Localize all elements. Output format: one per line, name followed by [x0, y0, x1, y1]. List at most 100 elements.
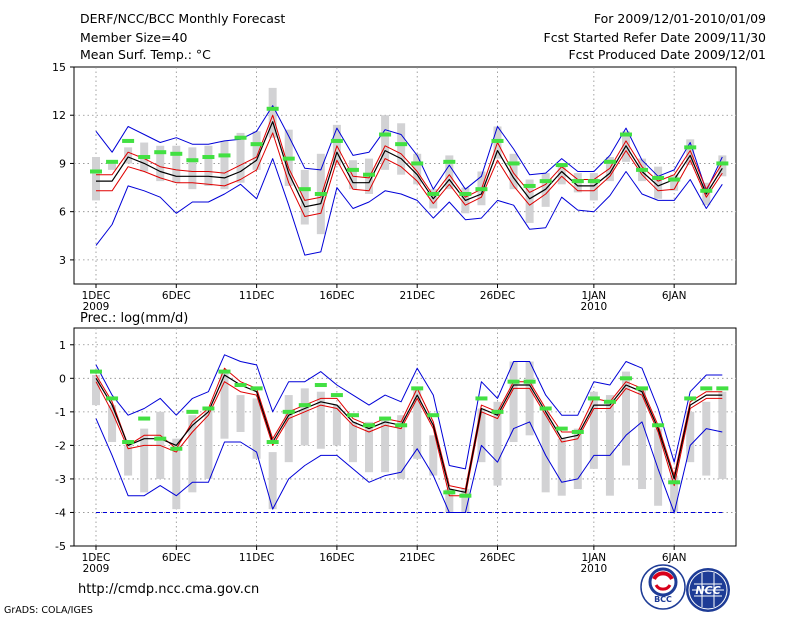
percentile-bar	[686, 411, 695, 463]
lower-envelope-line	[95, 418, 723, 513]
x-tick-year: 2009	[83, 563, 110, 575]
observed-marker	[363, 423, 376, 428]
ensemble-mean-line	[95, 374, 723, 493]
percentile-bar	[573, 428, 582, 489]
percentile-bar	[654, 428, 663, 506]
observed-marker	[234, 135, 247, 140]
percentile-bar	[397, 415, 406, 479]
observed-marker	[411, 386, 424, 391]
bcc-logo-text: BCC	[654, 595, 672, 604]
percentile-bar	[124, 147, 133, 164]
percentile-bar	[92, 157, 100, 201]
percentile-bar	[381, 115, 390, 170]
observed-marker	[314, 191, 327, 196]
observed-marker	[122, 440, 135, 445]
x-tick-label: 16DEC	[319, 290, 354, 302]
observed-marker	[106, 159, 119, 164]
ncc-logo-text: NCC	[695, 584, 720, 597]
x-tick-label: 1DEC	[82, 290, 111, 302]
percentile-bar	[589, 173, 598, 201]
observed-marker	[555, 426, 568, 431]
observed-marker	[250, 142, 263, 147]
observed-marker	[700, 188, 713, 193]
y-tick-label: 0	[59, 372, 66, 385]
y-tick-label: -5	[55, 540, 66, 553]
observed-marker	[170, 446, 183, 451]
percentile-bar	[718, 155, 727, 177]
ensemble-high-line	[96, 114, 723, 201]
observed-marker	[668, 177, 681, 182]
observed-marker	[619, 376, 632, 381]
observed-marker	[395, 423, 408, 428]
percentile-bar	[108, 405, 117, 443]
percentile-bar	[397, 123, 406, 175]
percentile-bar	[252, 131, 261, 170]
percentile-bar	[557, 438, 566, 496]
observed-marker	[491, 138, 504, 143]
percentile-bar	[477, 408, 486, 463]
plot-frame	[73, 66, 737, 285]
forecast-produced-date: Fcst Produced Date 2009/12/01	[568, 47, 766, 62]
observed-marker	[90, 169, 102, 174]
x-tick-label: 21DEC	[399, 552, 434, 564]
percentile-bar	[413, 153, 422, 185]
percentile-bar	[493, 401, 502, 486]
observed-marker	[90, 369, 102, 374]
percentile-bar	[589, 391, 598, 469]
observed-marker	[459, 191, 472, 196]
percentile-bar	[268, 452, 277, 510]
observed-marker	[443, 159, 456, 164]
observed-marker	[459, 493, 472, 498]
ensemble-low-line	[96, 132, 723, 217]
forecast-period: For 2009/12/01-2010/01/09	[593, 11, 766, 26]
observed-marker	[507, 379, 520, 384]
percentile-bar	[348, 160, 357, 190]
observed-marker	[411, 161, 424, 166]
observed-marker	[587, 179, 600, 184]
observed-marker	[684, 145, 697, 150]
x-tick-year: 2009	[83, 301, 110, 313]
percentile-bar	[172, 438, 181, 510]
forecast-started-date: Fcst Started Refer Date 2009/11/30	[543, 30, 767, 45]
grads-credit: GrADS: COLA/IGES	[4, 605, 93, 616]
source-url: http://cmdp.ncc.cma.gov.cn	[78, 582, 260, 597]
observed-marker	[363, 172, 376, 177]
y-tick-label: 6	[59, 206, 66, 219]
percentile-bar	[124, 445, 133, 476]
observed-marker	[571, 179, 584, 184]
bcc-logo-icon: BCC	[640, 564, 686, 610]
percentile-bar	[429, 435, 438, 476]
observed-marker	[571, 429, 584, 434]
observed-marker	[475, 187, 488, 192]
percentile-bar	[445, 155, 454, 190]
ensemble-mean-line	[96, 121, 723, 208]
percentile-bar	[509, 361, 518, 443]
observed-marker	[298, 403, 311, 408]
observed-marker	[250, 386, 263, 391]
observed-marker	[636, 167, 649, 172]
percentile-bar	[300, 388, 309, 446]
percentile-bar	[525, 179, 534, 223]
observed-marker	[491, 409, 504, 414]
y-tick-label: 3	[59, 254, 66, 267]
x-tick-label: 11DEC	[239, 290, 274, 302]
percentile-bar	[670, 174, 679, 191]
percentile-bar	[252, 398, 261, 459]
percentile-bar	[413, 388, 422, 459]
observed-marker	[523, 379, 536, 384]
percentile-bar	[236, 395, 245, 432]
x-tick-label: 6DEC	[162, 290, 191, 302]
observed-marker	[106, 396, 119, 401]
percentile-bar	[461, 488, 470, 513]
percentile-bar	[300, 169, 309, 225]
percentile-bar	[638, 388, 647, 489]
observed-marker	[619, 132, 632, 137]
x-tick-label: 1DEC	[82, 552, 111, 564]
observed-marker	[603, 399, 616, 404]
observed-marker	[475, 396, 488, 401]
observed-marker	[507, 161, 520, 166]
percentile-bar	[236, 132, 245, 183]
percentile-bar	[220, 371, 229, 439]
